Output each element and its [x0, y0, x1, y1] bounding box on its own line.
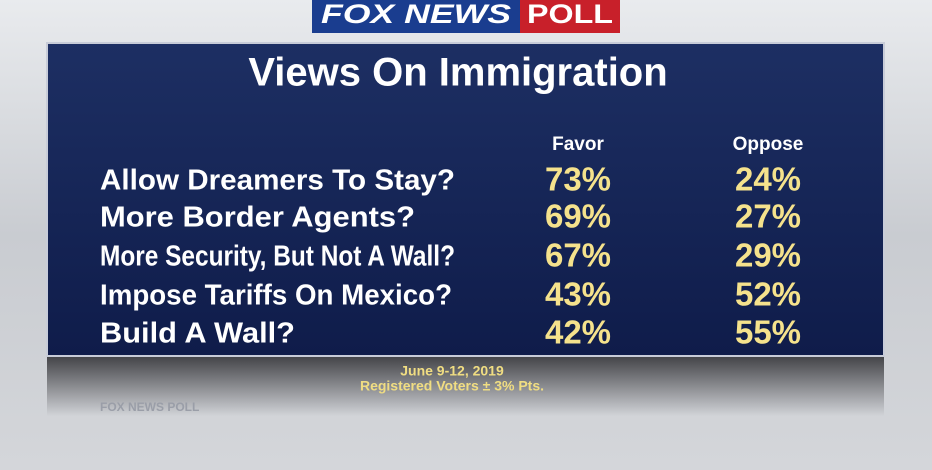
row-value: 52% [735, 276, 801, 313]
row-label: More Border Agents? [100, 202, 415, 234]
row-value: 67% [545, 237, 611, 274]
panel-shadow [47, 356, 884, 416]
title: Views On Immigration [248, 51, 667, 95]
column-header: Oppose [733, 134, 804, 155]
poll-table: Favor Oppose Allow Dreamers To Stay? 73% 24%… [100, 134, 803, 351]
row-label: Build A Wall? [100, 318, 295, 350]
row-value: 73% [545, 161, 611, 198]
row-value: 69% [545, 198, 611, 235]
row-value: 55% [735, 314, 801, 351]
panel [46, 42, 885, 357]
row-value: 24% [735, 161, 801, 198]
footer-note: Registered Voters ± 3% Pts. [360, 378, 544, 394]
row-label: Allow Dreamers To Stay? [100, 165, 455, 197]
badge-box [520, 0, 620, 33]
row-value: 42% [545, 314, 611, 351]
row-value: 43% [545, 276, 611, 313]
row-label: More Security, But Not A Wall? [100, 241, 455, 273]
row-value: 27% [735, 198, 801, 235]
brand-box [312, 0, 520, 33]
row-label: Impose Tariffs On Mexico? [100, 280, 452, 312]
badge: POLL [527, 0, 613, 29]
column-header: Favor [552, 134, 604, 155]
brand: FOX NEWS [321, 0, 511, 29]
row-value: 29% [735, 237, 801, 274]
footer-dates: June 9-12, 2019 [400, 363, 504, 379]
watermark: FOX NEWS POLL [100, 400, 199, 414]
